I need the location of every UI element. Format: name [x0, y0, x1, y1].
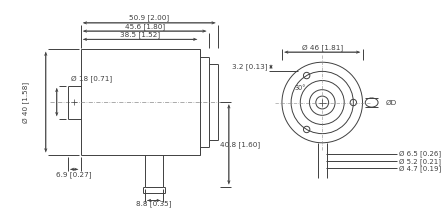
Text: 45.6 [1.80]: 45.6 [1.80]: [124, 23, 164, 30]
Text: Ø 5.2 [0.21]: Ø 5.2 [0.21]: [399, 158, 441, 165]
Text: Ø 18 [0.71]: Ø 18 [0.71]: [71, 75, 112, 82]
Text: 8.8 [0.35]: 8.8 [0.35]: [136, 201, 172, 208]
Text: Ø 40 [1.58]: Ø 40 [1.58]: [22, 81, 29, 123]
Text: 38.5 [1.52]: 38.5 [1.52]: [120, 31, 160, 38]
Text: 40.8 [1.60]: 40.8 [1.60]: [220, 141, 260, 148]
Text: 30°: 30°: [295, 85, 306, 91]
Text: Ø 6.5 [0.26]: Ø 6.5 [0.26]: [399, 150, 441, 157]
Text: Ø 4.7 [0.19]: Ø 4.7 [0.19]: [399, 165, 441, 172]
Text: 50.9 [2.00]: 50.9 [2.00]: [129, 14, 169, 21]
Text: 3.2 [0.13]: 3.2 [0.13]: [232, 64, 267, 70]
Text: ØD: ØD: [385, 100, 396, 105]
Text: 6.9 [0.27]: 6.9 [0.27]: [56, 172, 92, 178]
Text: Ø 46 [1.81]: Ø 46 [1.81]: [302, 44, 343, 51]
